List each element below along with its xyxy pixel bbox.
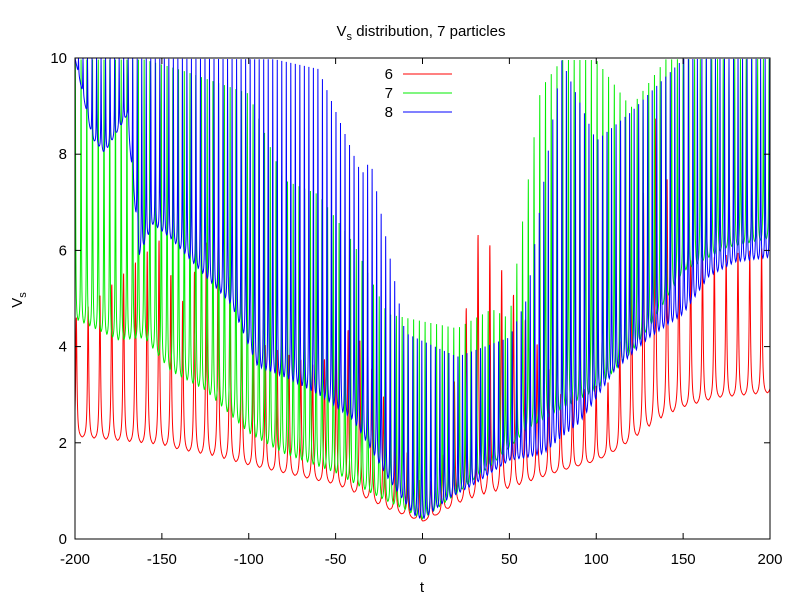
legend-label: 7 (385, 85, 393, 102)
y-tick-label: 8 (59, 146, 67, 163)
x-tick-label: -200 (60, 551, 90, 568)
x-axis: -200 -150 -100 -50 0 50 100 150 200 (60, 58, 783, 568)
x-tick-label: -150 (147, 551, 177, 568)
y-tick-label: 10 (50, 50, 67, 67)
series-line-7 (75, 59, 770, 520)
y-tick-label: 6 (59, 242, 67, 259)
x-tick-label: 100 (584, 551, 609, 568)
x-tick-label: 200 (757, 551, 782, 568)
y-axis-title: Vs (9, 292, 29, 308)
series-line-8 (75, 58, 770, 520)
legend: 6 7 8 (385, 66, 452, 121)
x-axis-title: t (420, 579, 425, 596)
y-tick-label: 2 (59, 435, 67, 452)
y-tick-label: 0 (59, 531, 67, 548)
plot-area (75, 58, 770, 522)
x-tick-label: -50 (325, 551, 347, 568)
legend-label: 8 (385, 104, 393, 121)
chart-title: Vs distribution, 7 particles (337, 23, 506, 43)
x-tick-label: -100 (234, 551, 264, 568)
legend-label: 6 (385, 66, 393, 83)
x-tick-label: 150 (671, 551, 696, 568)
series-line-6 (75, 118, 770, 522)
y-axis: 0 2 4 6 8 10 (50, 50, 770, 548)
x-tick-label: 50 (501, 551, 518, 568)
y-tick-label: 4 (59, 339, 67, 356)
x-tick-label: 0 (418, 551, 426, 568)
